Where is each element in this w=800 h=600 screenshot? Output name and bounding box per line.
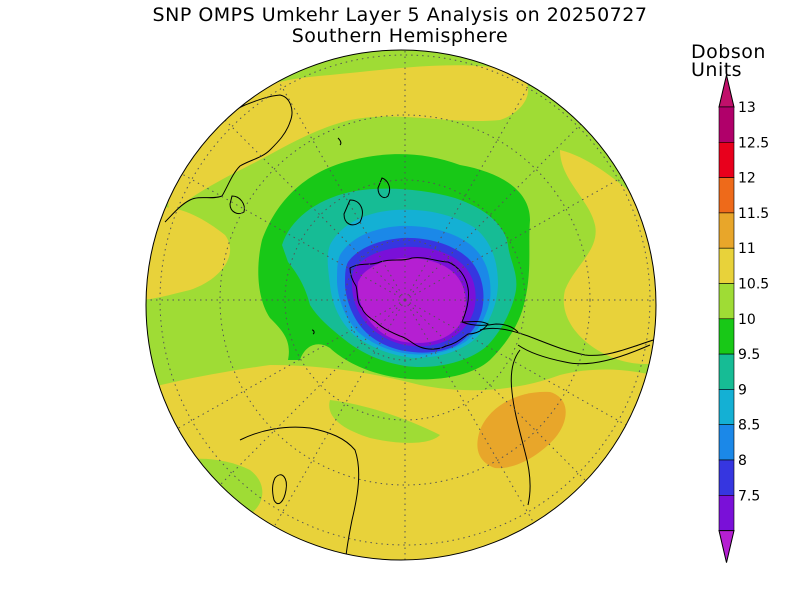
colorbar-tick-label: 11 bbox=[738, 241, 756, 257]
field-band-10-5-southwest bbox=[150, 458, 263, 522]
globe-outline bbox=[145, 49, 657, 561]
ozone-field bbox=[146, 50, 656, 560]
colorbar-swatch bbox=[718, 389, 735, 425]
map-subtitle: Southern Hemisphere bbox=[291, 25, 509, 47]
colorbar: 13 12.5 12 11.5 11 10.5 10 9.5 9 8.5 8 7.5 bbox=[718, 74, 769, 563]
field-band-11-5 bbox=[477, 391, 566, 469]
colorbar-tick-label: 7.5 bbox=[738, 488, 760, 504]
colorbar-tick-label: 8 bbox=[738, 453, 747, 469]
colorbar-tick-label: 8.5 bbox=[738, 418, 760, 434]
colorbar-unit-label-2: Units bbox=[691, 59, 743, 81]
colorbar-swatch bbox=[718, 459, 735, 496]
africa-coast bbox=[239, 426, 360, 560]
colorbar-swatch bbox=[718, 424, 735, 461]
colorbar-swatch bbox=[718, 106, 735, 143]
colorbar-tick-label: 9.5 bbox=[738, 347, 760, 363]
colorbar-swatch bbox=[718, 353, 735, 390]
colorbar-swatch bbox=[718, 177, 735, 214]
colorbar-swatch bbox=[718, 247, 735, 284]
map-title: SNP OMPS Umkehr Layer 5 Analysis on 2025… bbox=[152, 4, 648, 26]
madagascar bbox=[272, 474, 287, 505]
new-zealand-north bbox=[377, 177, 391, 199]
new-zealand-south bbox=[343, 199, 363, 226]
colorbar-tick-label: 12 bbox=[738, 171, 756, 187]
colorbar-tick-label: 10.5 bbox=[738, 277, 769, 293]
south-america-coast bbox=[479, 327, 656, 356]
field-band-11-west bbox=[146, 206, 231, 300]
field-band-10-5-mid bbox=[329, 400, 440, 443]
antarctica-coast bbox=[349, 257, 489, 350]
colorbar-swatch bbox=[718, 494, 735, 531]
colorbar-tick-label: 13 bbox=[738, 100, 756, 116]
tasmania bbox=[229, 195, 245, 215]
colorbar-top-arrow bbox=[718, 74, 735, 108]
colorbar-tick-label: 12.5 bbox=[738, 135, 769, 151]
colorbar-swatch bbox=[718, 212, 735, 249]
colorbar-tick-label: 9 bbox=[738, 382, 747, 398]
colorbar-swatch bbox=[718, 318, 735, 355]
colorbar-unit-label-1: Dobson bbox=[691, 41, 766, 63]
colorbar-swatch bbox=[718, 142, 735, 178]
indian-ocean-island bbox=[311, 329, 315, 335]
antarctic-peninsula bbox=[461, 321, 519, 333]
colorbar-tick-label: 10 bbox=[738, 312, 756, 328]
south-pacific-islands bbox=[337, 137, 342, 146]
colorbar-swatch bbox=[718, 283, 735, 320]
colorbar-tick-label: 11.5 bbox=[738, 206, 769, 222]
field-band-11-southwest bbox=[208, 380, 285, 429]
south-america-east bbox=[517, 344, 651, 365]
colorbar-bottom-arrow bbox=[718, 530, 735, 563]
tierra-del-fuego bbox=[510, 349, 531, 506]
graticule bbox=[146, 50, 656, 560]
